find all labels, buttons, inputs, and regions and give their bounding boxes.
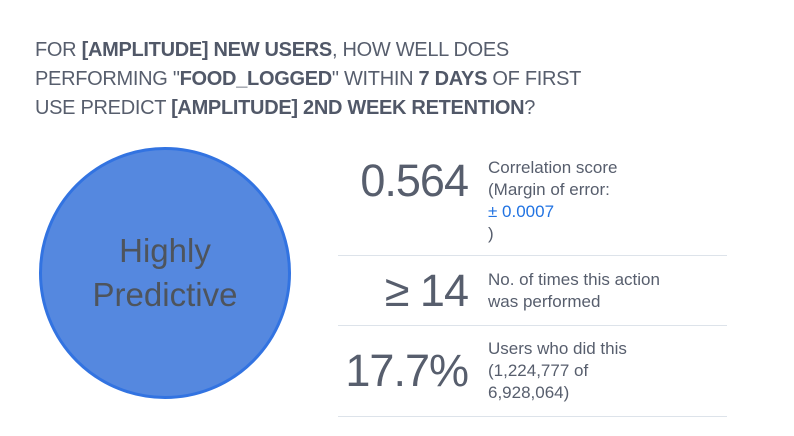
label-line: (Margin of error: <box>488 180 610 199</box>
question-segment: [AMPLITUDE] NEW USERS <box>81 39 333 61</box>
question-segment: PERFORMING " <box>35 68 180 90</box>
predictiveness-badge: Highly Predictive <box>39 147 291 399</box>
question-heading: FOR [AMPLITUDE] NEW USERS, HOW WELL DOES… <box>35 36 775 123</box>
label-line: (1,224,777 of <box>488 361 589 380</box>
question-segment: USE PREDICT <box>35 97 172 119</box>
label-line: ± 0.0007 <box>488 201 617 223</box>
question-segment: FOR <box>35 39 82 61</box>
question-segment: " WITHIN <box>331 68 419 90</box>
badge-label-line2: Predictive <box>92 276 238 313</box>
question-segment: [AMPLITUDE] 2ND WEEK RETENTION <box>171 97 525 119</box>
question-segment: FOOD_LOGGED <box>179 68 333 90</box>
action-count-value: ≥ 14 <box>384 264 469 316</box>
users-percentage-label: Users who did this (1,224,777 of 6,928,0… <box>488 338 627 404</box>
question-line: PERFORMING "FOOD_LOGGED" WITHIN 7 DAYS O… <box>35 65 775 94</box>
label-line: 6,928,064) <box>488 383 570 402</box>
label-line: Correlation score <box>488 158 618 177</box>
label-line: was performed <box>488 291 601 311</box>
badge-label-line1: Highly <box>119 232 211 269</box>
label-line: ) <box>488 224 494 243</box>
question-segment: ? <box>524 97 536 119</box>
action-count-label: No. of times this action was performed <box>488 269 660 313</box>
question-line: USE PREDICT [AMPLITUDE] 2ND WEEK RETENTI… <box>35 94 775 123</box>
label-line: No. of times this action <box>488 269 660 289</box>
margin-of-error-link[interactable]: ± 0.0007 <box>488 202 555 221</box>
label-line: Users who did this <box>488 339 627 358</box>
stat-row-action-count: ≥ 14 No. of times this action was perfor… <box>338 256 727 326</box>
stat-row-correlation-score: 0.564 Correlation score (Margin of error… <box>338 155 727 256</box>
correlation-score-value: 0.564 <box>360 155 469 206</box>
correlation-score-label: Correlation score (Margin of error: ± 0.… <box>488 157 617 245</box>
users-percentage-value: 17.7% <box>345 345 469 396</box>
stats-list: 0.564 Correlation score (Margin of error… <box>338 155 727 417</box>
question-segment: 7 DAYS <box>418 68 488 90</box>
stat-row-users-percentage: 17.7% Users who did this (1,224,777 of 6… <box>338 326 727 417</box>
question-segment: OF FIRST <box>487 68 582 90</box>
question-segment: , HOW WELL DOES <box>331 39 509 61</box>
question-line: FOR [AMPLITUDE] NEW USERS, HOW WELL DOES <box>35 36 775 65</box>
